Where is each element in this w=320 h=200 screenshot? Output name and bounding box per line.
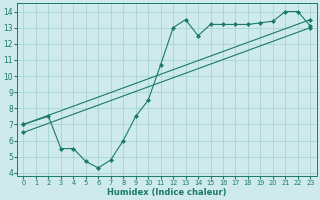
X-axis label: Humidex (Indice chaleur): Humidex (Indice chaleur) [107, 188, 227, 197]
